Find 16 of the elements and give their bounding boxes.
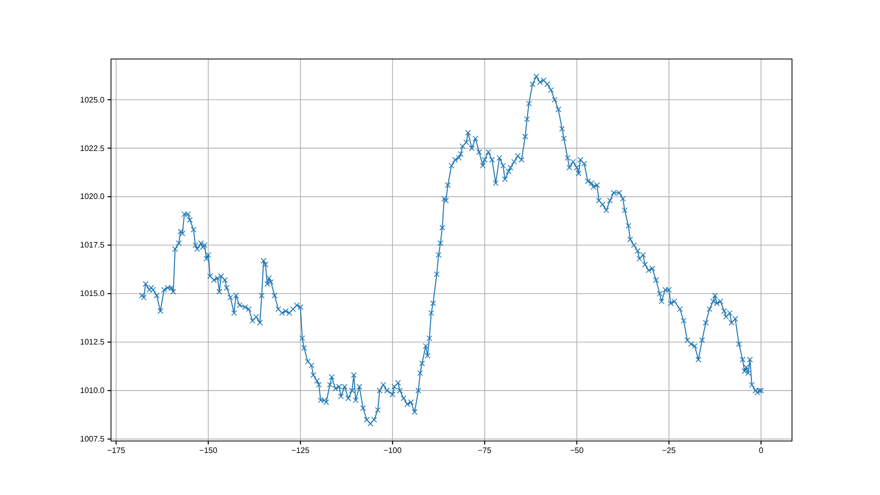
x-tick-label: −175 <box>107 446 126 456</box>
y-tick-label: 1010.0 <box>80 386 106 396</box>
y-tick-label: 1017.5 <box>80 240 106 250</box>
x-tick-label: −100 <box>384 446 402 456</box>
x-tick-label: −25 <box>662 446 676 456</box>
y-tick-label: 1020.0 <box>80 192 106 202</box>
y-tick-label: 1025.0 <box>80 95 106 104</box>
y-tick-label: 1012.5 <box>80 338 106 347</box>
x-tick-label: −150 <box>199 446 218 456</box>
y-tick-label: 1007.5 <box>80 434 106 444</box>
x-tick-label: −125 <box>291 446 310 456</box>
x-tick-label: 0 <box>758 446 764 456</box>
y-tick-label: 1022.5 <box>80 144 106 153</box>
y-tick-label: 1015.0 <box>80 289 106 298</box>
x-tick-label: −50 <box>570 446 584 456</box>
x-tick-label: −75 <box>478 446 492 456</box>
